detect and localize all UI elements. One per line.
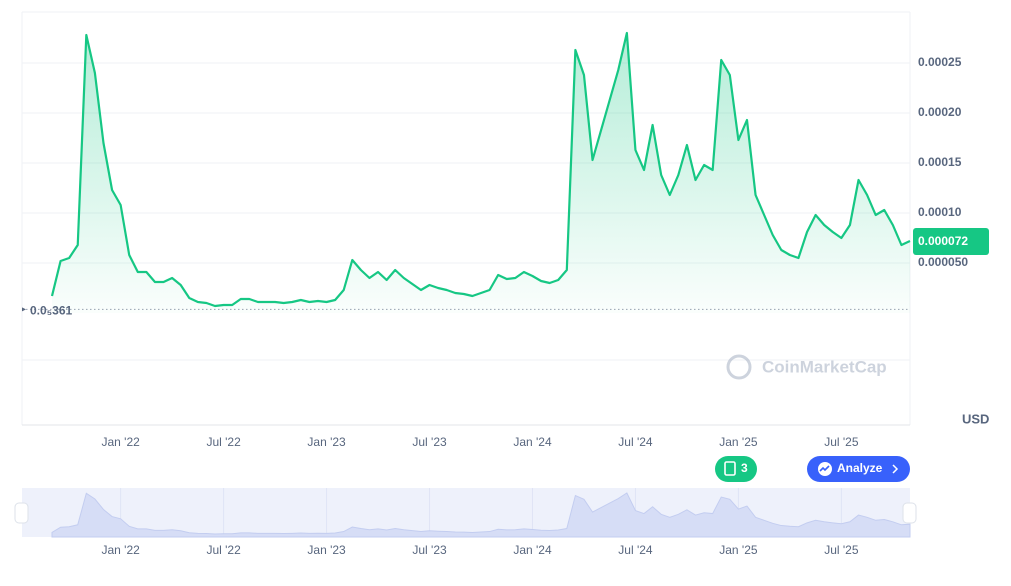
news-icon (724, 461, 736, 476)
low-price-pointer (22, 307, 26, 312)
x-tick-label: Jan '22 (101, 435, 140, 449)
low-price-label: 0.0₅361 (30, 304, 73, 318)
price-line (50, 31, 911, 308)
news-badge-bg[interactable] (715, 456, 757, 482)
news-count[interactable]: 3 (741, 461, 748, 475)
navigator-x-label: Jul '25 (824, 543, 859, 557)
navigator-handle-right[interactable] (902, 502, 917, 524)
navigator-x-label: Jan '23 (307, 543, 346, 557)
y-tick-label: 0.00010 (918, 205, 962, 219)
watermark: CoinMarketCap (726, 354, 887, 380)
analyze-chevron (892, 464, 899, 474)
navigator-x-label: Jul '22 (206, 543, 241, 557)
area-fill (52, 33, 910, 313)
plot (50, 31, 911, 313)
x-tick-label: Jan '24 (513, 435, 552, 449)
navigator-x-label: Jan '25 (719, 543, 758, 557)
x-tick-label: Jul '25 (824, 435, 859, 449)
navigator-x-label: Jan '22 (101, 543, 140, 557)
y-tick-label: 0.00025 (918, 55, 962, 69)
analyze-icon-mark (819, 465, 830, 472)
analyze-button-bg[interactable] (807, 456, 910, 482)
y-tick-label: 0.00015 (918, 155, 962, 169)
x-tick-label: Jan '25 (719, 435, 758, 449)
navigator-handle-left[interactable] (14, 502, 29, 524)
x-tick-label: Jul '24 (618, 435, 653, 449)
y-tick-label: 0.00020 (918, 105, 962, 119)
news-badge[interactable]: 3 (715, 456, 757, 482)
navigator (51, 488, 911, 538)
x-tick-label: Jan '23 (307, 435, 346, 449)
currency-label: USD (962, 411, 989, 426)
navigator-x-label: Jul '24 (618, 543, 653, 557)
x-tick-label: Jul '22 (206, 435, 241, 449)
analyze-button[interactable]: Analyze (807, 456, 910, 482)
x-tick-label: Jul '23 (412, 435, 447, 449)
last-price-label: 0.000072 (918, 234, 968, 248)
y-tick-label: 0.000050 (918, 255, 968, 269)
navigator-x-label: Jul '23 (412, 543, 447, 557)
watermark-text: CoinMarketCap (762, 357, 887, 376)
watermark-logo (726, 354, 752, 380)
analyze-label[interactable]: Analyze (837, 461, 883, 475)
navigator-x-label: Jan '24 (513, 543, 552, 557)
navigator-area (51, 492, 911, 538)
last-price-pill (913, 228, 989, 255)
